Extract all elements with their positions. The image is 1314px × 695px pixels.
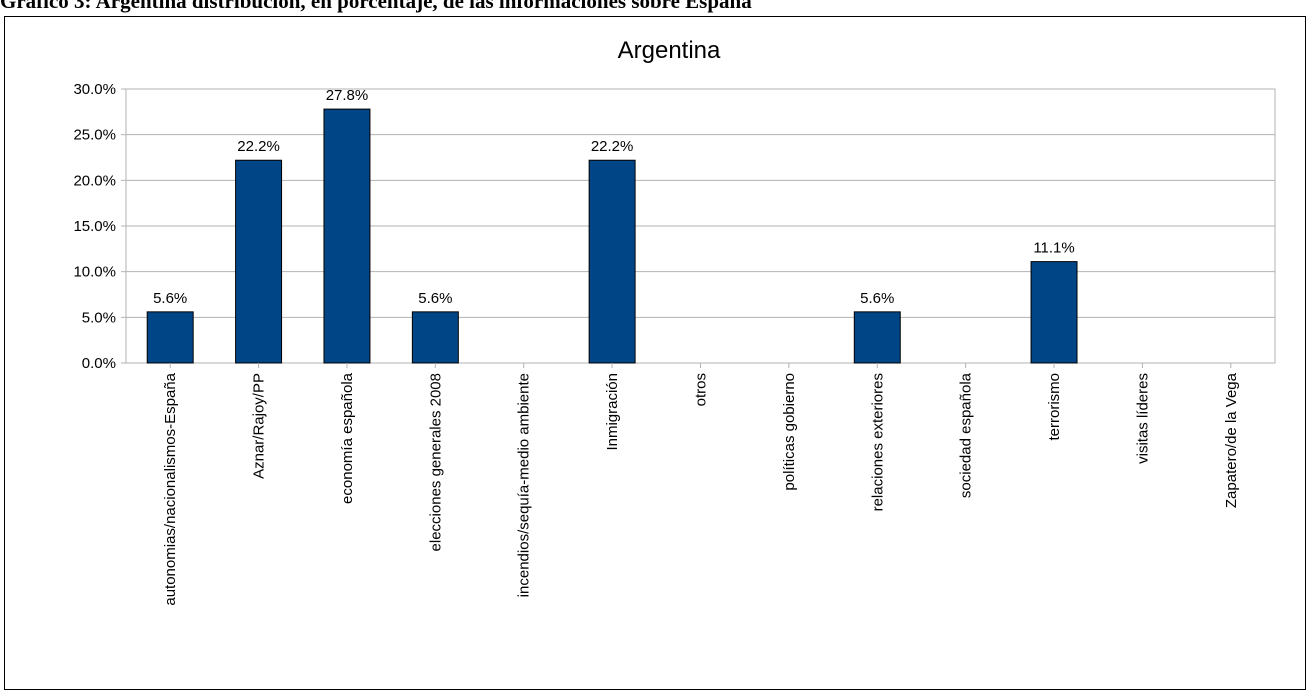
x-tick-label: terrorismo [1046,373,1063,441]
bar [1030,261,1078,364]
bar [411,311,459,364]
data-label: 5.6% [418,290,452,307]
bars [146,108,1078,364]
x-tick-label: relaciones exteriores [869,373,886,511]
x-tick-label: elecciones generales 2008 [427,373,444,551]
data-label: 22.2% [237,138,280,155]
bar-chart: Argentina 0.0% 5.0% 10.0% 15.0% 20.0% 25.0% 30… [73,37,1276,606]
x-tick-label: sociedad española [958,372,975,498]
y-tick-label: 5.0% [82,309,116,326]
x-tick-label: visitas líderes [1134,373,1151,464]
x-tick-label: Zapatero/de la Vega [1223,372,1240,508]
data-label: 22.2% [591,138,634,155]
x-tick-label: Aznar/Rajoy/PP [251,373,268,479]
bar [588,159,636,364]
x-tick-label: autonomias/nacionalismos-España [162,372,179,605]
grid-lines [126,88,1275,364]
y-tick-label: 20.0% [73,172,116,189]
y-tick-label: 10.0% [73,264,116,281]
document-heading: Gráfico 3: Argentina distribución, en po… [0,0,752,13]
chart-frame: Argentina 0.0% 5.0% 10.0% 15.0% 20.0% 25.0% 30… [4,16,1306,690]
y-tick-label: 30.0% [73,81,116,98]
bar [146,311,194,364]
x-tick-label: incendios/sequía-medio ambiente [516,373,533,597]
chart-title: Argentina [618,37,721,64]
y-tick-label: 25.0% [73,127,116,144]
x-tick-label: Inmigración [604,373,621,451]
y-axis: 0.0% 5.0% 10.0% 15.0% 20.0% 25.0% 30.0% [73,81,126,372]
y-tick-label: 15.0% [73,218,116,235]
data-label: 27.8% [326,87,369,104]
x-tick-label: políticas gobierno [781,373,798,491]
data-label: 5.6% [860,290,894,307]
bar [853,311,901,364]
y-tick-label: 0.0% [82,355,116,372]
x-axis: autonomias/nacionalismos-España Aznar/Raj… [162,363,1240,606]
data-labels: 5.6% 22.2% 27.8% 5.6% 22.2% 5.6% 11.1% [153,87,1075,307]
x-tick-label: otros [693,373,710,406]
data-label: 11.1% [1033,240,1074,257]
x-tick-label: economía española [339,372,356,504]
bar [323,108,371,364]
data-label: 5.6% [153,290,187,307]
bar [235,159,283,364]
